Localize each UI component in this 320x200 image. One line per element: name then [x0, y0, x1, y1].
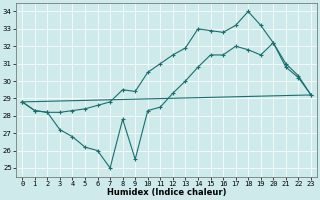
X-axis label: Humidex (Indice chaleur): Humidex (Indice chaleur)	[107, 188, 226, 197]
